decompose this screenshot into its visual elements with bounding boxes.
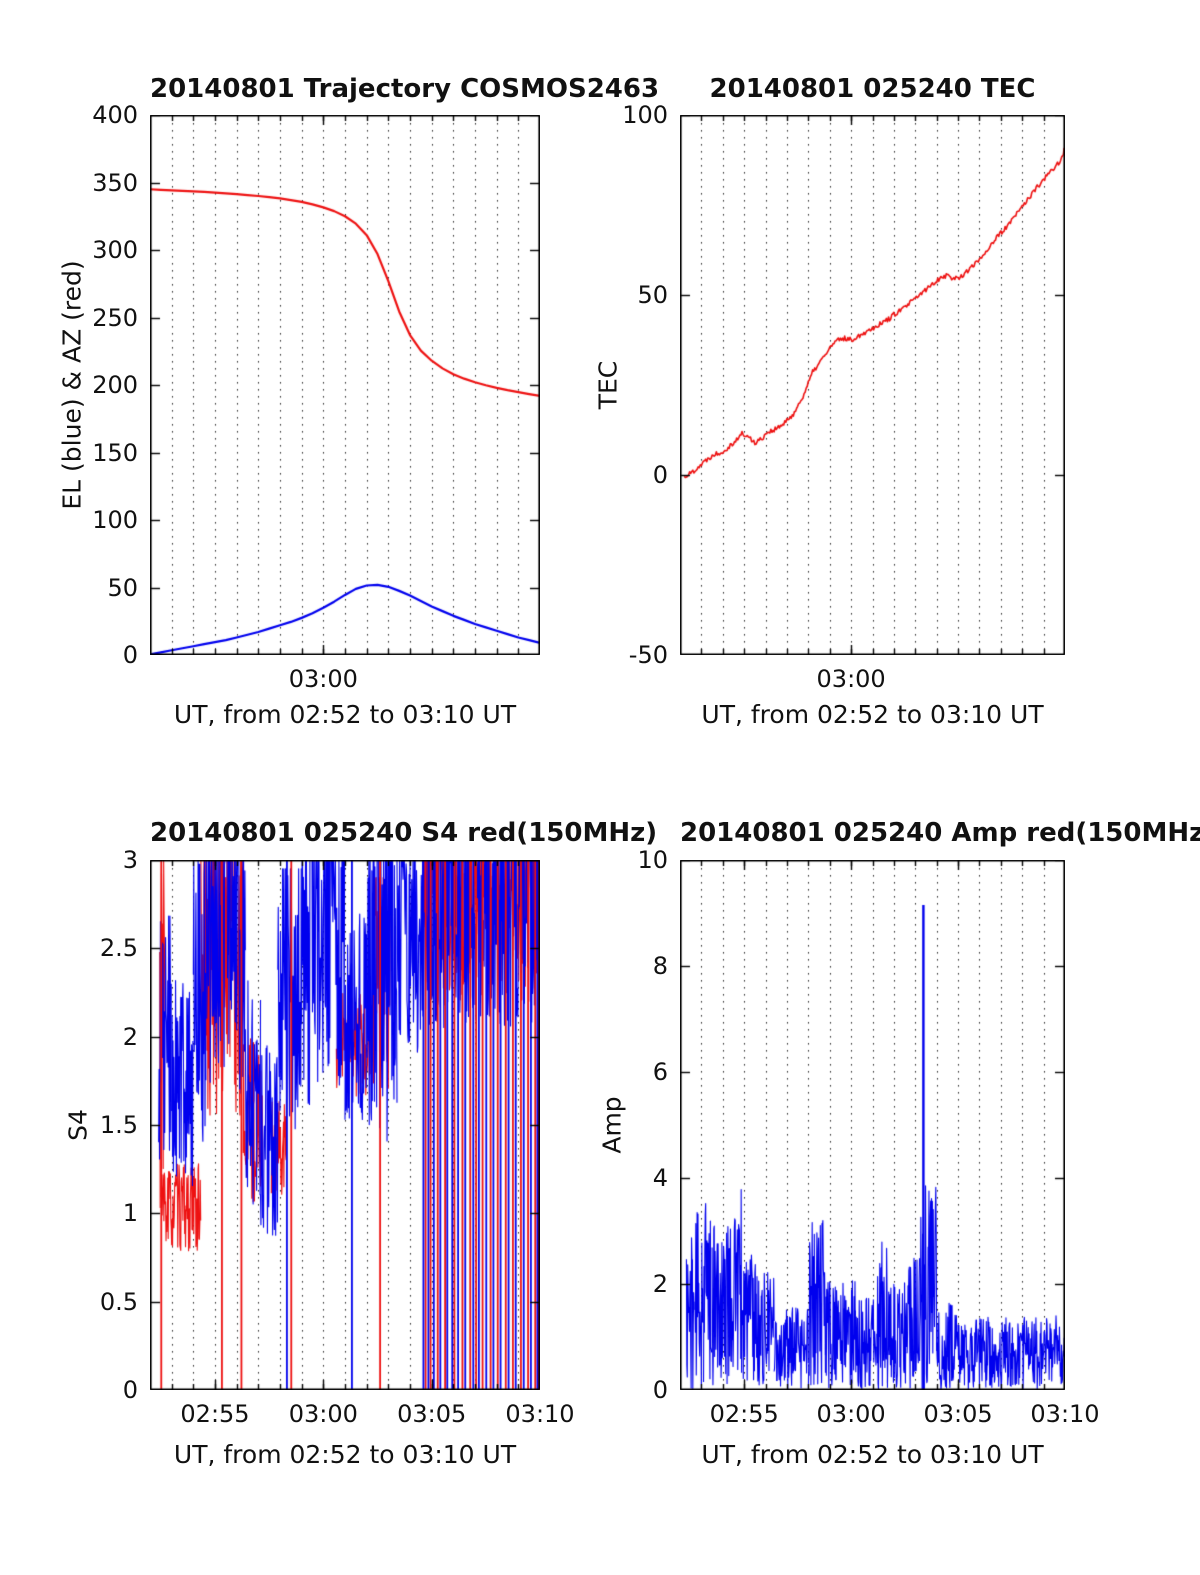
s4-ytick-label: 1 <box>122 1199 138 1228</box>
trajectory-x-axis-label: UT, from 02:52 to 03:10 UT <box>173 700 517 729</box>
s4-ytick-label: 2 <box>122 1022 138 1051</box>
trajectory-xtick-label: 03:00 <box>288 665 358 693</box>
amp-ytick-label: 0 <box>652 1376 668 1404</box>
s4-plot-canvas <box>150 860 540 1390</box>
amp-ytick-label: 2 <box>652 1270 668 1298</box>
tec-y-axis-label: TEC <box>593 360 623 410</box>
tec-x-axis-label: UT, from 02:52 to 03:10 UT <box>701 700 1044 729</box>
s4-x-axis-label: UT, from 02:52 to 03:10 UT <box>173 1440 517 1469</box>
amp-xtick-label: 03:10 <box>1030 1400 1100 1428</box>
s4-ytick-label: 1.5 <box>99 1111 138 1139</box>
s4-ytick-label: 3 <box>122 846 138 874</box>
amp-ytick-label: 8 <box>652 952 668 980</box>
trajectory-ytick-label: 100 <box>92 506 138 534</box>
trajectory-chart-title: 20140801 Trajectory COSMOS2463 <box>150 74 660 104</box>
amp-xtick-label: 02:55 <box>709 1400 779 1428</box>
s4-ytick-label: 0 <box>122 1376 138 1404</box>
s4-chart-title: 20140801 025240 S4 red(150MHz) <box>150 818 658 848</box>
amp-xtick-label: 03:05 <box>923 1400 993 1428</box>
trajectory-y-axis-label: EL (blue) & AZ (red) <box>57 260 87 510</box>
tec-ytick-label: 50 <box>637 281 668 309</box>
s4-xtick-label: 03:10 <box>505 1400 575 1428</box>
tec-xtick-label: 03:00 <box>816 665 886 693</box>
tec-ytick-label: -50 <box>628 641 668 669</box>
s4-xtick-label: 03:00 <box>288 1400 358 1428</box>
s4-ytick-label: 0.5 <box>99 1287 138 1316</box>
trajectory-ytick-label: 250 <box>92 303 138 332</box>
amp-chart-title: 20140801 025240 Amp red(150MHz) <box>680 818 1200 848</box>
amp-ytick-label: 6 <box>652 1058 668 1086</box>
trajectory-ytick-label: 350 <box>92 168 138 197</box>
trajectory-ytick-label: 300 <box>92 236 138 264</box>
tec-ytick-label: 0 <box>652 461 668 489</box>
amp-x-axis-label: UT, from 02:52 to 03:10 UT <box>701 1440 1044 1469</box>
s4-y-axis-label: S4 <box>63 1109 93 1141</box>
s4-ytick-label: 2.5 <box>99 934 138 963</box>
trajectory-ytick-label: 150 <box>92 438 138 467</box>
amp-y-axis-label: Amp <box>597 1096 627 1154</box>
amp-plot-canvas <box>680 860 1065 1390</box>
trajectory-ytick-label: 50 <box>107 573 138 602</box>
amp-xtick-label: 03:00 <box>816 1400 886 1428</box>
s4-xtick-label: 02:55 <box>180 1400 250 1428</box>
trajectory-ytick-label: 0 <box>122 641 138 669</box>
trajectory-ytick-label: 200 <box>92 371 138 399</box>
s4-xtick-label: 03:05 <box>397 1400 467 1428</box>
tec-ytick-label: 100 <box>622 101 668 129</box>
trajectory-ytick-label: 400 <box>92 101 138 129</box>
tec-plot-canvas <box>680 115 1065 655</box>
amp-ytick-label: 10 <box>637 846 668 874</box>
tec-chart-title: 20140801 025240 TEC <box>709 74 1036 104</box>
amp-ytick-label: 4 <box>652 1164 668 1192</box>
trajectory-plot-canvas <box>150 115 540 655</box>
